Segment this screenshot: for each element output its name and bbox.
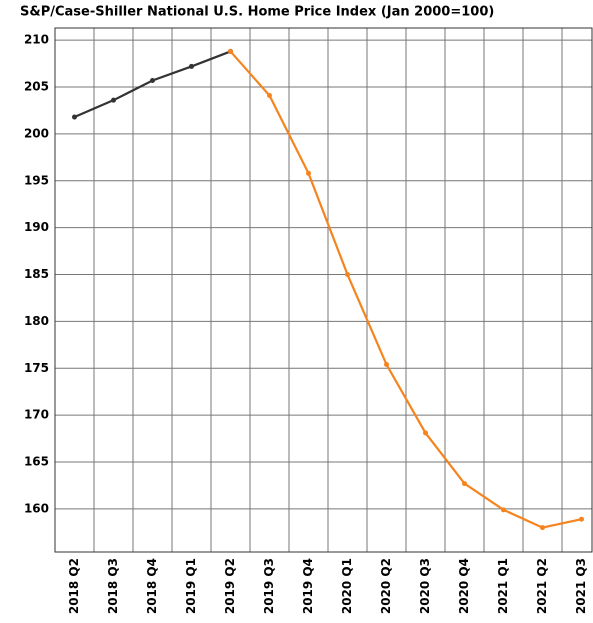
x-tick-label: 2021 Q2 [535, 558, 549, 614]
series-line [74, 50, 231, 119]
point [423, 430, 428, 436]
x-tick-label: 2019 Q2 [223, 558, 237, 614]
y-tick-label: 160 [24, 501, 49, 515]
y-tick-label: 170 [24, 408, 49, 422]
x-tick-label: 2021 Q1 [496, 558, 510, 614]
plot-frame [54, 27, 593, 553]
point [267, 92, 272, 98]
x-tick-label: 2019 Q3 [262, 558, 276, 614]
y-tick-label: 200 [24, 126, 49, 140]
point [189, 63, 194, 69]
point [540, 525, 545, 531]
point [462, 481, 467, 487]
y-tick-label: 190 [24, 220, 49, 234]
point [228, 48, 233, 54]
y-tick-label: 165 [24, 455, 49, 469]
point [345, 272, 350, 278]
x-tick-label: 2021 Q3 [574, 558, 588, 614]
y-tick-label: 175 [24, 361, 49, 375]
y-tick-label: 195 [24, 173, 49, 187]
x-tick-label: 2019 Q4 [301, 558, 315, 614]
point [384, 362, 389, 368]
point [150, 77, 155, 83]
chart-title: S&P/Case-Shiller National U.S. Home Pric… [20, 5, 494, 20]
point [306, 170, 311, 176]
x-tick-label: 2020 Q2 [379, 558, 393, 614]
x-tick-label: 2019 Q1 [184, 558, 198, 614]
point [579, 516, 584, 522]
x-tick-label: 2018 Q3 [106, 558, 120, 614]
x-tick-label: 2020 Q4 [457, 558, 471, 614]
series-line [229, 50, 582, 529]
y-tick-label: 210 [24, 33, 49, 47]
point [501, 507, 506, 513]
x-tick-label: 2018 Q2 [67, 558, 81, 614]
x-tick-label: 2020 Q1 [340, 558, 354, 614]
y-tick-label: 180 [24, 314, 49, 328]
y-tick-label: 185 [24, 267, 49, 281]
point [72, 114, 77, 120]
point [111, 97, 116, 103]
y-tick-label: 205 [24, 80, 49, 94]
x-tick-label: 2020 Q3 [418, 558, 432, 614]
x-tick-label: 2018 Q4 [145, 558, 159, 614]
